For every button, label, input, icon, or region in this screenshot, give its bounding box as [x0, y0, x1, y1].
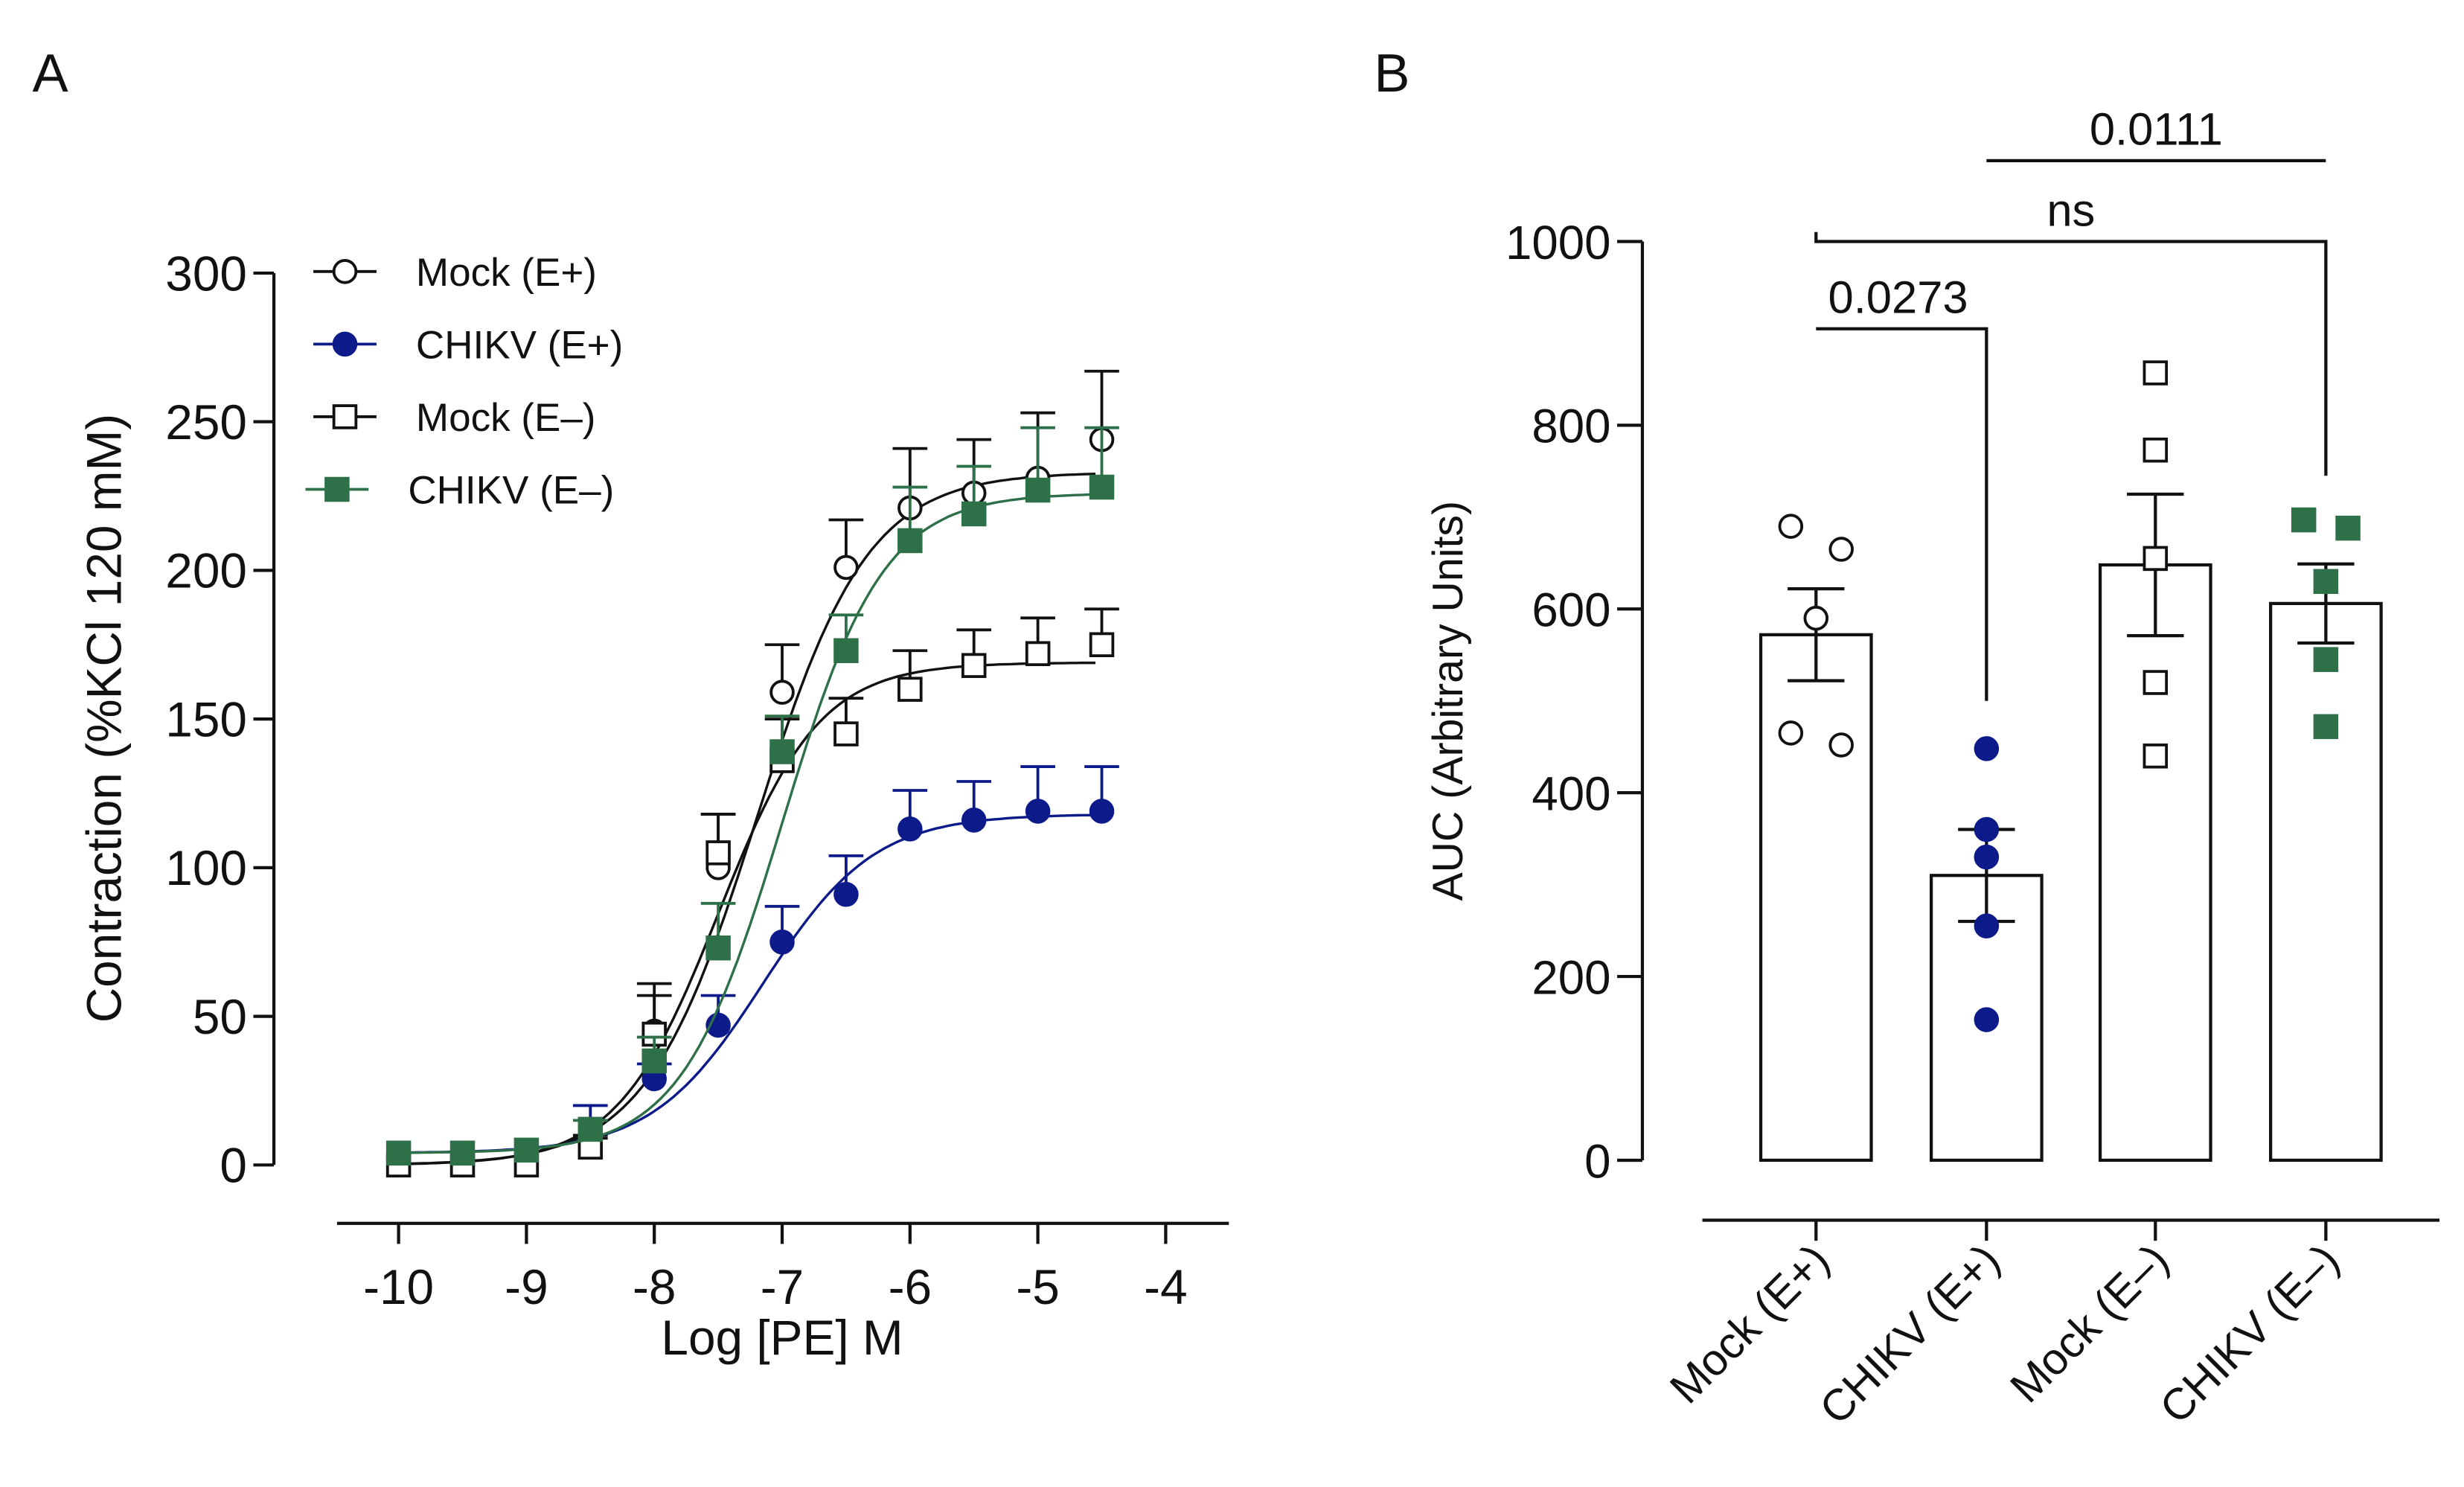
y-tick-label: 150	[165, 691, 247, 746]
bar	[2098, 563, 2212, 1163]
data-point	[1828, 732, 1854, 758]
data-point	[2335, 515, 2361, 541]
data-point	[513, 1137, 540, 1163]
data-point	[833, 554, 859, 581]
x-tick-label: -9	[505, 1259, 548, 1314]
fit-curve-2	[398, 661, 1096, 1165]
y-tick-label: 250	[165, 394, 247, 450]
y-tick-label: 400	[1532, 768, 1610, 821]
data-point	[1974, 1007, 2000, 1032]
y-tick-label: 0	[220, 1138, 247, 1193]
data-point	[2143, 360, 2169, 386]
x-tick-label: Mock (E+)	[1660, 1235, 1839, 1413]
significance-label: 0.0273	[1828, 272, 1968, 324]
data-point	[961, 808, 987, 833]
data-point	[2313, 569, 2339, 595]
y-tick-label: 200	[165, 543, 247, 598]
data-point	[1025, 641, 1051, 666]
x-tick-label: Mock (E–)	[2000, 1235, 2178, 1413]
data-point	[2143, 546, 2169, 572]
data-point	[1778, 514, 1804, 539]
data-point	[769, 739, 795, 764]
data-point	[833, 882, 859, 907]
data-point	[961, 501, 987, 527]
panel-label-a: A	[33, 44, 68, 103]
y-tick-label: 1000	[1505, 217, 1611, 269]
data-point	[1025, 799, 1051, 824]
data-point	[705, 840, 731, 866]
data-point	[1089, 474, 1115, 500]
y-tick-label: 200	[1532, 951, 1610, 1004]
data-point	[1974, 816, 2000, 842]
x-tick-label: -4	[1144, 1259, 1187, 1314]
y-tick-label: 300	[165, 246, 247, 301]
legend-label: Mock (E–)	[416, 396, 596, 440]
data-point	[1025, 477, 1051, 503]
panel-a-chart: 0 50 100 150 200 250 300 -10 -9 -8 -7 -6 -5 -4 Mock (E…	[165, 246, 1229, 1314]
panel-b-y-label: AUC (Arbitrary Units)	[1424, 501, 1472, 901]
legend-label: Mock (E+)	[416, 251, 597, 295]
data-point	[833, 638, 859, 664]
panel-b-chart: 0 200 400 600 800 1000 Mock (E+)CHIKV (E+)Mock…	[1505, 104, 2440, 1434]
x-tick-label: -7	[761, 1259, 804, 1314]
data-point	[2313, 647, 2339, 672]
data-point	[769, 679, 795, 705]
bar	[1759, 633, 1873, 1163]
significance-bracket	[1816, 327, 1988, 701]
y-tick-label: 600	[1532, 584, 1610, 637]
legend-marker	[332, 331, 358, 357]
y-tick-label: 0	[1584, 1135, 1610, 1188]
data-point	[2143, 670, 2169, 695]
panel-label-b: B	[1374, 44, 1409, 103]
bar	[2269, 601, 2383, 1163]
data-point	[1828, 537, 1854, 562]
data-point	[833, 721, 859, 746]
data-point	[2143, 744, 2169, 769]
data-point	[449, 1140, 476, 1166]
x-tick-label: -8	[633, 1259, 676, 1314]
significance-label: 0.0111	[2090, 104, 2223, 156]
fit-curve-3	[398, 493, 1096, 1154]
data-point	[705, 935, 731, 961]
data-point	[2313, 714, 2339, 740]
y-tick-label: 50	[193, 989, 247, 1044]
significance-label: ns	[2047, 185, 2095, 236]
data-point	[1974, 736, 2000, 761]
data-point	[897, 816, 923, 842]
panel-a-y-label: Contraction (%KCl 120 mM)	[76, 414, 131, 1023]
data-point	[1974, 844, 2000, 870]
data-point	[1778, 720, 1804, 746]
data-point	[2143, 437, 2169, 463]
data-point	[961, 653, 987, 678]
data-point	[897, 677, 923, 702]
data-point	[577, 1116, 604, 1142]
x-tick-label: CHIKV (E–)	[2150, 1235, 2349, 1433]
y-tick-label: 800	[1532, 400, 1610, 453]
legend-marker	[324, 476, 350, 502]
data-point	[769, 929, 795, 955]
x-tick-label: CHIKV (E+)	[1810, 1235, 2009, 1434]
panel-a-x-label: Log [PE] M	[661, 1310, 903, 1365]
data-point	[1089, 632, 1115, 658]
data-point	[385, 1140, 412, 1166]
legend-marker	[332, 404, 358, 429]
legend-marker	[332, 259, 358, 284]
data-point	[641, 1048, 667, 1074]
x-tick-label: -10	[363, 1259, 434, 1314]
fit-curve-1	[398, 813, 1096, 1154]
significance-bracket	[1814, 231, 2328, 476]
data-point	[1974, 913, 2000, 938]
data-point	[897, 528, 923, 554]
x-tick-label: -5	[1016, 1259, 1059, 1314]
data-point	[2291, 507, 2317, 533]
legend-label: CHIKV (E+)	[416, 323, 623, 367]
data-point	[1803, 605, 1829, 631]
x-tick-label: -6	[889, 1259, 932, 1314]
data-point	[1089, 799, 1115, 824]
y-tick-label: 100	[165, 840, 247, 895]
legend-label: CHIKV (E–)	[408, 469, 614, 513]
